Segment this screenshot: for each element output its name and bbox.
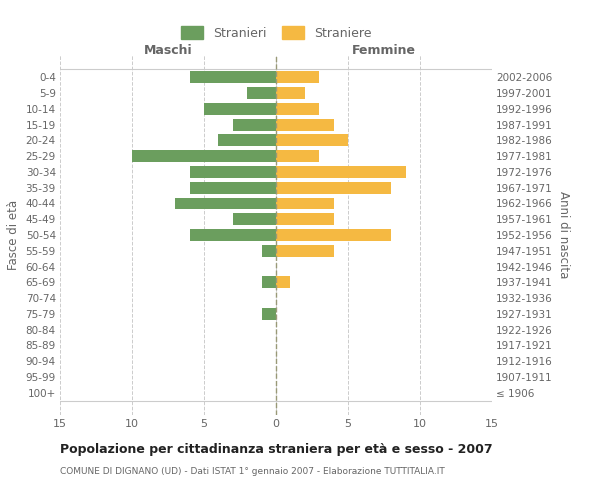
Bar [276, 198, 334, 209]
Bar [276, 245, 334, 256]
Bar [204, 103, 276, 115]
Text: Maschi: Maschi [143, 44, 193, 57]
Bar [276, 182, 391, 194]
Bar [262, 245, 276, 256]
Bar [276, 103, 319, 115]
Text: Popolazione per cittadinanza straniera per età e sesso - 2007: Popolazione per cittadinanza straniera p… [60, 442, 493, 456]
Bar [262, 276, 276, 288]
Y-axis label: Anni di nascita: Anni di nascita [557, 192, 569, 278]
Bar [276, 72, 319, 83]
Bar [190, 166, 276, 178]
Bar [276, 87, 305, 99]
Bar [262, 308, 276, 320]
Bar [132, 150, 276, 162]
Bar [276, 134, 348, 146]
Legend: Stranieri, Straniere: Stranieri, Straniere [176, 21, 377, 45]
Bar [175, 198, 276, 209]
Bar [190, 182, 276, 194]
Bar [276, 229, 391, 241]
Bar [233, 214, 276, 225]
Bar [233, 118, 276, 130]
Y-axis label: Fasce di età: Fasce di età [7, 200, 20, 270]
Bar [247, 87, 276, 99]
Text: Femmine: Femmine [352, 44, 416, 57]
Bar [276, 214, 334, 225]
Text: COMUNE DI DIGNANO (UD) - Dati ISTAT 1° gennaio 2007 - Elaborazione TUTTITALIA.IT: COMUNE DI DIGNANO (UD) - Dati ISTAT 1° g… [60, 468, 445, 476]
Bar [276, 118, 334, 130]
Bar [190, 229, 276, 241]
Bar [276, 166, 406, 178]
Bar [276, 276, 290, 288]
Bar [276, 150, 319, 162]
Bar [218, 134, 276, 146]
Bar [190, 72, 276, 83]
